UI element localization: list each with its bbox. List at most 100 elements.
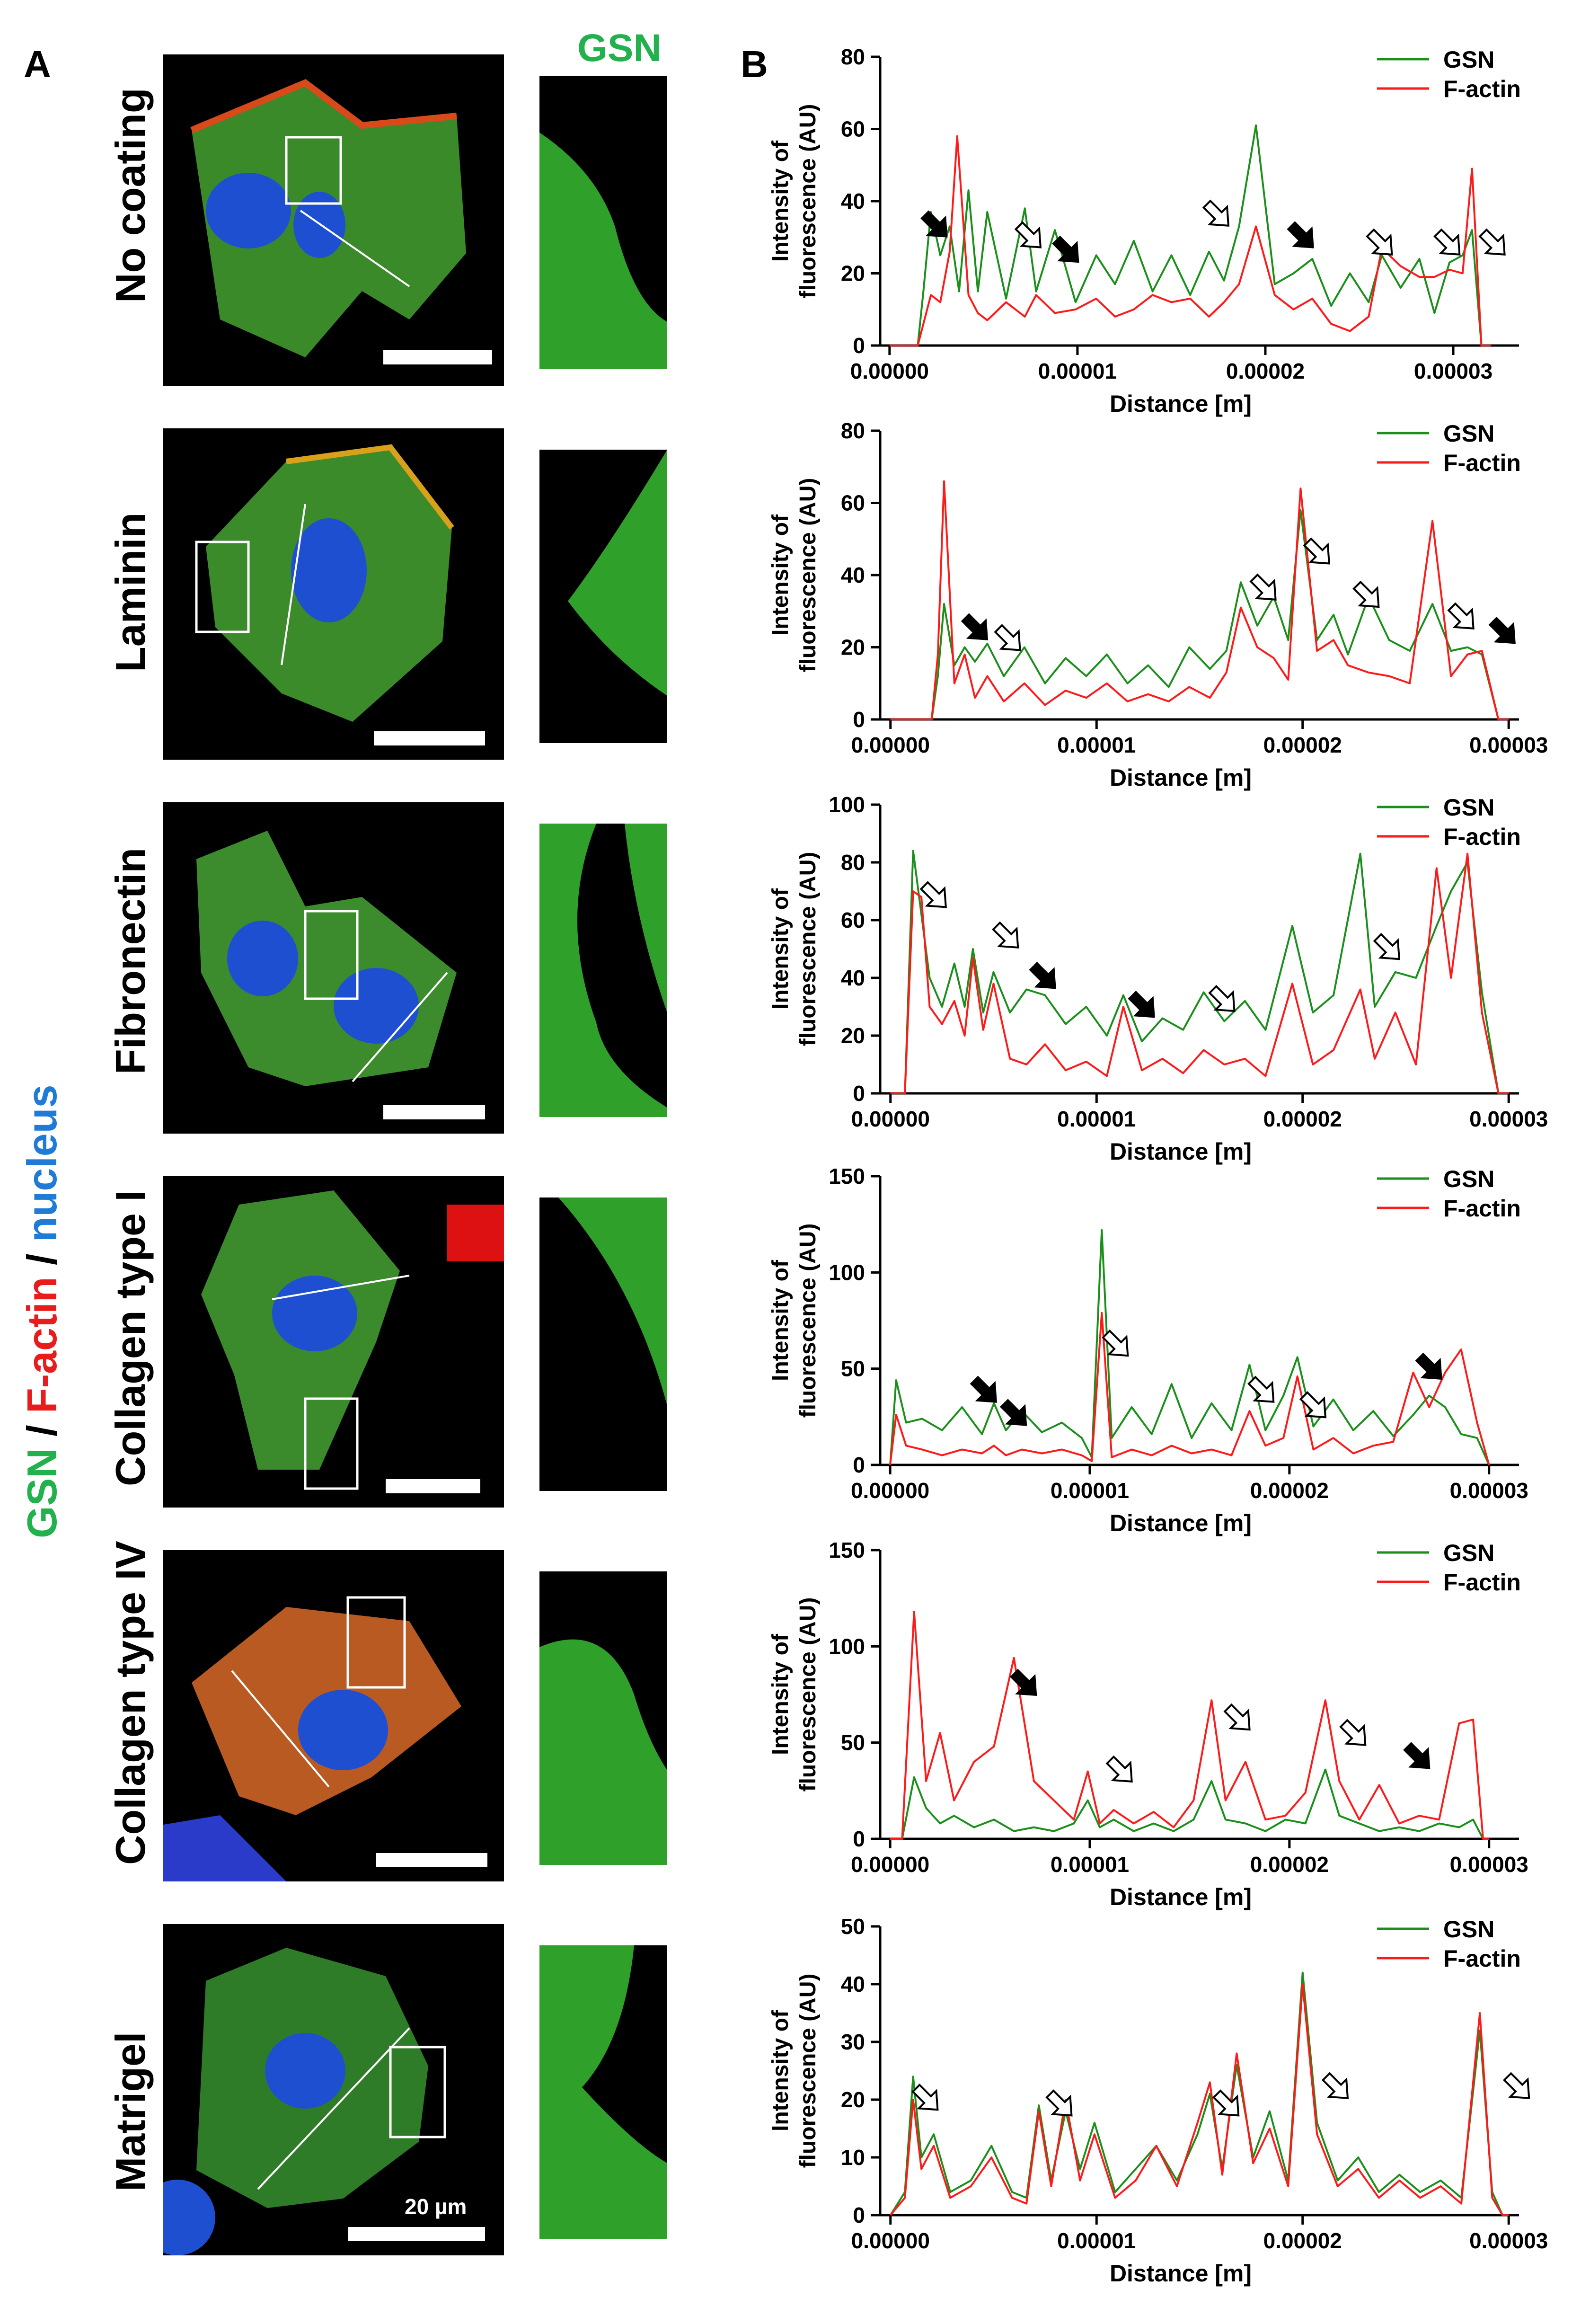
annotation-arrow-4-1 [1105, 1755, 1133, 1783]
annotation-arrow-2-4 [1208, 985, 1236, 1012]
y-axis-label-2-1: fluorescence (AU) [795, 852, 821, 1047]
x-tick-label-1-0.00001: 0.00001 [1057, 733, 1136, 757]
x-axis-label-1: Distance [m] [1110, 764, 1252, 791]
annotation-arrow-4-0 [1010, 1668, 1037, 1696]
annotation-arrow-1-1 [994, 624, 1021, 651]
annotation-arrow-2-3 [1128, 991, 1155, 1018]
y-tick-label-5-30: 30 [841, 2030, 865, 2054]
y-axis-label-5-1: fluorescence (AU) [795, 1974, 821, 2168]
x-tick-label-0-0.00003: 0.00003 [1414, 359, 1493, 383]
micrograph-no-coating [163, 54, 504, 386]
annotation-arrow-1-0 [961, 613, 989, 640]
annotation-arrow-5-4 [1503, 2072, 1530, 2099]
x-tick-label-3-0.00001: 0.00001 [1051, 1478, 1129, 1503]
y-tick-label-0-20: 20 [841, 261, 865, 286]
y-axis-label-3-0: Intensity of [768, 1260, 793, 1381]
series-0-f-actin [889, 135, 1491, 346]
series-4-f-actin [890, 1611, 1489, 1840]
y-axis-label-5-0: Intensity of [768, 2010, 793, 2131]
annotation-arrow-2-5 [1373, 933, 1401, 960]
y-tick-label-5-20: 20 [841, 2087, 865, 2112]
inset-no-coating [539, 76, 667, 369]
x-tick-label-5-0.00001: 0.00001 [1057, 2228, 1136, 2253]
legend-label-5-0: GSN [1443, 1916, 1494, 1943]
y-tick-label-3-50: 50 [841, 1357, 865, 1381]
x-tick-label-4-0.00001: 0.00001 [1051, 1852, 1129, 1877]
annotation-arrow-0-0 [920, 210, 948, 238]
y-tick-label-0-60: 60 [841, 117, 865, 142]
y-axis-label-0-1: fluorescence (AU) [795, 104, 821, 299]
legend-label-2-0: GSN [1443, 794, 1494, 821]
y-tick-label-1-40: 40 [841, 563, 865, 587]
annotation-arrow-1-4 [1352, 580, 1380, 608]
series-3-gsn [889, 1229, 1490, 1465]
legend-label-0-1: F-actin [1443, 76, 1521, 102]
y-tick-label-1-60: 60 [841, 491, 865, 515]
series-1-f-actin [890, 480, 1509, 720]
series-2-gsn [890, 850, 1509, 1094]
micrograph-fibronectin [163, 802, 504, 1134]
annotation-arrow-0-1 [1014, 221, 1042, 248]
y-axis-label-3-1: fluorescence (AU) [795, 1224, 821, 1418]
y-axis-label-4-1: fluorescence (AU) [795, 1597, 821, 1792]
y-axis-label-4-0: Intensity of [768, 1633, 793, 1755]
scale-bar-label: 20 µm [405, 2194, 467, 2219]
y-tick-label-2-100: 100 [829, 792, 865, 817]
x-tick-label-5-0.00003: 0.00003 [1469, 2228, 1548, 2253]
annotation-arrow-0-2 [1052, 235, 1079, 263]
annotation-arrow-2-2 [1029, 962, 1056, 989]
x-tick-label-0-0.00000: 0.00000 [850, 359, 929, 383]
micrograph-collagen-4 [163, 1550, 504, 1881]
legend-label-4-1: F-actin [1443, 1569, 1521, 1596]
legend-label-3-0: GSN [1443, 1166, 1494, 1192]
y-tick-label-1-0: 0 [853, 707, 865, 732]
legend-label-0-0: GSN [1443, 46, 1494, 73]
series-3-f-actin [889, 1312, 1490, 1465]
inset-fibronectin [539, 824, 667, 1117]
x-tick-label-0-0.00002: 0.00002 [1226, 359, 1305, 383]
legend-label-2-1: F-actin [1443, 824, 1521, 850]
inset-collagen-1 [539, 1197, 667, 1491]
x-tick-label-2-0.00003: 0.00003 [1469, 1107, 1548, 1131]
x-tick-label-4-0.00003: 0.00003 [1450, 1852, 1528, 1877]
x-tick-label-4-0.00002: 0.00002 [1250, 1852, 1329, 1877]
series-1-gsn [890, 509, 1509, 720]
annotation-arrow-0-6 [1433, 228, 1461, 256]
y-tick-label-4-0: 0 [853, 1827, 865, 1851]
annotation-arrow-4-4 [1403, 1742, 1431, 1769]
y-tick-label-2-80: 80 [841, 850, 865, 875]
y-tick-label-5-40: 40 [841, 1972, 865, 1996]
x-tick-label-3-0.00000: 0.00000 [851, 1478, 929, 1503]
y-tick-label-2-0: 0 [853, 1081, 865, 1106]
annotation-arrow-5-1 [1045, 2089, 1073, 2117]
annotation-arrow-2-1 [992, 921, 1019, 949]
legend-label-5-1: F-actin [1443, 1945, 1521, 1972]
x-tick-label-5-0.00000: 0.00000 [851, 2228, 930, 2253]
legend-label-4-0: GSN [1443, 1540, 1494, 1566]
micrograph-laminin [163, 428, 504, 760]
annotation-arrow-3-3 [1247, 1375, 1275, 1403]
y-tick-label-2-60: 60 [841, 908, 865, 932]
annotation-arrow-1-5 [1447, 602, 1475, 630]
micrograph-matrigel: 20 µm [163, 1924, 504, 2255]
series-5-f-actin [890, 1983, 1509, 2216]
inset-column-header: GSN [577, 27, 662, 70]
annotation-arrow-1-3 [1303, 537, 1330, 565]
annotation-arrow-2-0 [919, 881, 947, 908]
x-axis-label-5: Distance [m] [1110, 2260, 1252, 2287]
x-tick-label-2-0.00000: 0.00000 [851, 1107, 930, 1131]
x-tick-label-3-0.00002: 0.00002 [1250, 1478, 1329, 1503]
y-tick-label-4-150: 150 [829, 1538, 865, 1562]
series-4-gsn [890, 1768, 1489, 1840]
annotation-arrow-3-1 [999, 1399, 1027, 1426]
x-tick-label-1-0.00000: 0.00000 [851, 733, 930, 757]
legend-label-3-1: F-actin [1443, 1195, 1521, 1222]
y-tick-label-0-0: 0 [853, 333, 865, 358]
inset-matrigel [539, 1945, 667, 2239]
micrograph-collagen-1 [163, 1176, 504, 1508]
annotation-arrow-5-3 [1321, 2072, 1349, 2099]
y-axis-label-2-0: Intensity of [768, 888, 793, 1010]
x-tick-label-0-0.00001: 0.00001 [1038, 359, 1117, 383]
inset-collagen-4 [539, 1571, 667, 1865]
